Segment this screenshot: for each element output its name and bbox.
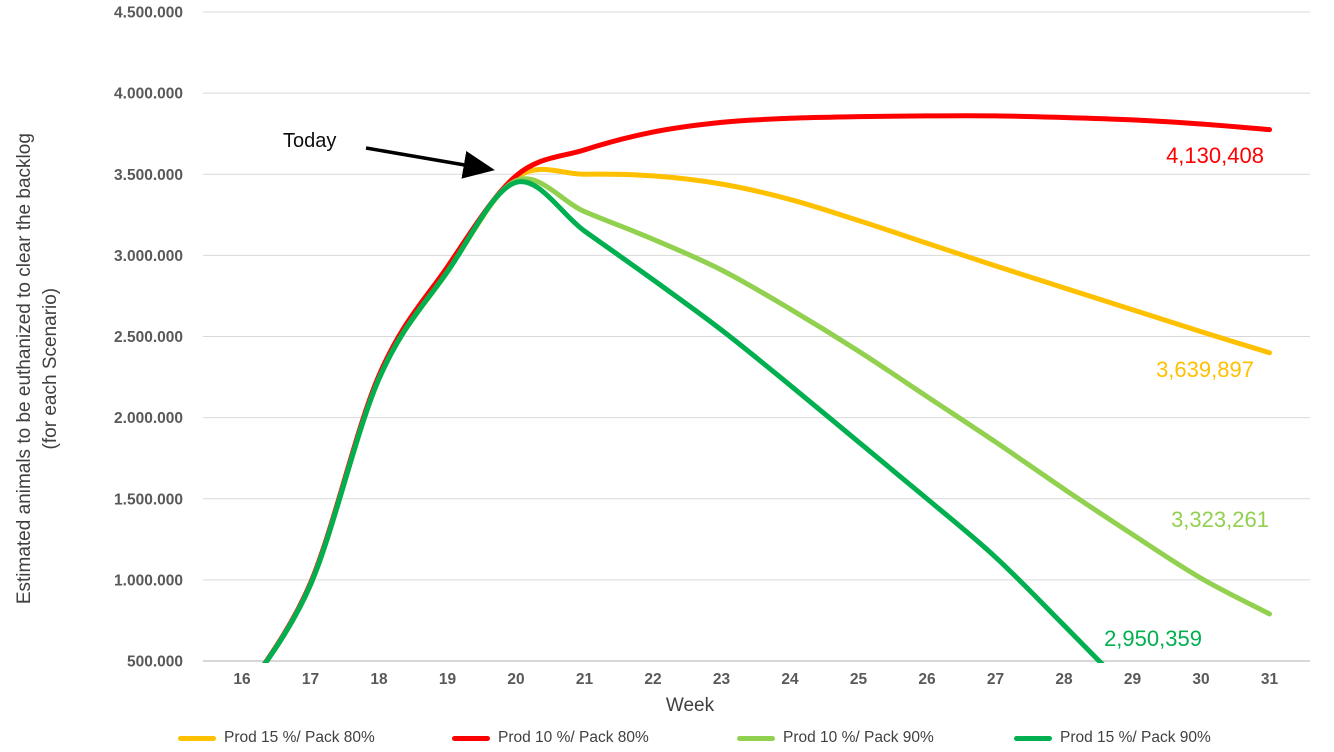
y-axis-title-line1: Estimated animals to be euthanized to cl… [14, 133, 36, 605]
x-tick-label: 22 [644, 671, 661, 688]
x-tick-label: 30 [1192, 671, 1209, 688]
series-end-value-label: 4,130,408 [1166, 143, 1264, 168]
x-tick-label: 28 [1055, 671, 1073, 688]
y-tick-label: 1.000.000 [114, 572, 183, 589]
x-tick-label: 16 [233, 671, 251, 688]
series-lines [262, 113, 1272, 663]
y-tick-label: 4.500.000 [114, 5, 183, 22]
series-line [262, 167, 1272, 663]
x-tick-label: 29 [1124, 671, 1142, 688]
x-tick-label: 24 [781, 671, 799, 688]
y-tick-label: 2.000.000 [114, 410, 183, 427]
x-tick-label: 25 [850, 671, 868, 688]
x-axis-title: Week [665, 695, 715, 716]
y-tick-label: 3.000.000 [114, 248, 183, 265]
x-tick-label: 21 [576, 671, 594, 688]
x-tick-label: 31 [1261, 671, 1279, 688]
today-annotation-arrow [365, 146, 495, 179]
y-tick-label: 3.500.000 [114, 167, 183, 184]
y-tick-label: 4.000.000 [114, 86, 183, 103]
x-tick-label: 17 [302, 671, 319, 688]
x-tick-label: 19 [439, 671, 457, 688]
y-axis-title: Estimated animals to be euthanized to cl… [8, 0, 68, 738]
today-annotation-label: Today [283, 130, 337, 152]
y-axis-title-line2: (for each Scenario) [40, 288, 61, 450]
x-tick-label: 26 [918, 671, 936, 688]
x-tick-label: 23 [713, 671, 731, 688]
series-line [262, 179, 1105, 663]
y-tick-label: 2.500.000 [114, 329, 183, 346]
y-tick-label: 500.000 [127, 654, 183, 671]
x-tick-label: 20 [507, 671, 524, 688]
y-tick-label: 1.500.000 [114, 491, 183, 508]
series-line [262, 113, 1272, 663]
series-line [262, 176, 1272, 663]
series-end-value-label: 3,323,261 [1171, 507, 1269, 532]
x-tick-label: 27 [987, 671, 1004, 688]
x-tick-label: 18 [370, 671, 388, 688]
series-end-value-label: 3,639,897 [1156, 357, 1254, 382]
series-end-value-label: 2,950,359 [1104, 626, 1202, 651]
